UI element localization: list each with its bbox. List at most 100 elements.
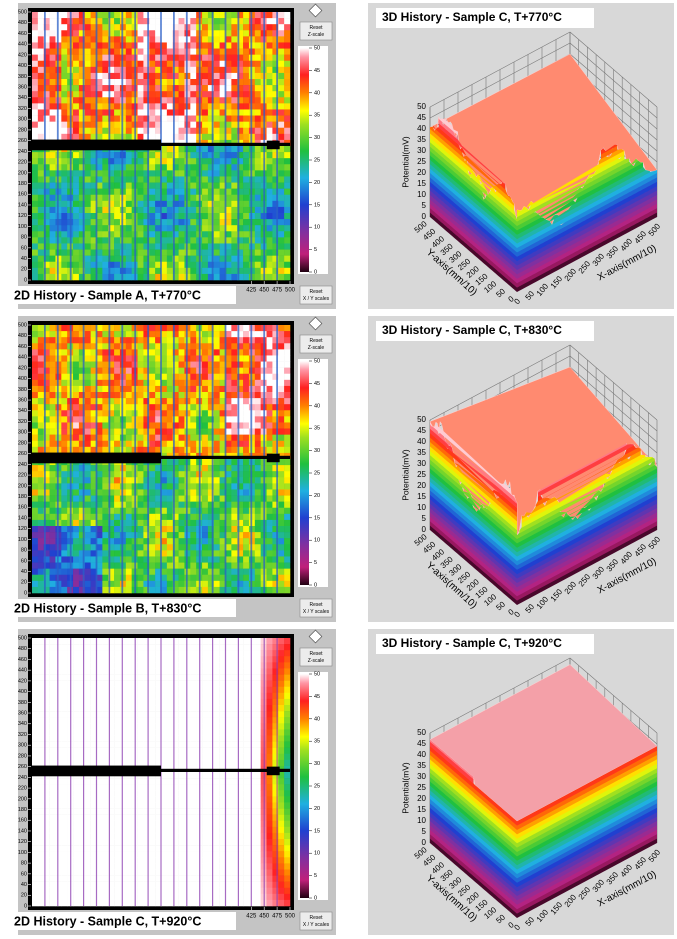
heat-cell <box>155 225 162 232</box>
heat-cell <box>213 219 220 226</box>
heat-cell <box>237 422 244 429</box>
heat-cell <box>90 446 97 454</box>
colorbar-tick-label: 30 <box>314 135 320 141</box>
heat-cell <box>272 495 279 502</box>
heat-cell <box>190 121 197 129</box>
surface-band <box>430 146 517 226</box>
heat-cell <box>114 231 121 238</box>
surface-band <box>517 170 650 244</box>
heat-cell <box>114 48 121 55</box>
heat-cell <box>84 638 91 645</box>
heat-cell <box>90 85 97 92</box>
heat-cell <box>272 416 279 423</box>
heat-cell <box>149 568 156 576</box>
heat-cell <box>272 404 279 411</box>
heat-cell <box>78 832 86 840</box>
heat-cell <box>125 200 132 208</box>
heat-cell <box>73 741 80 748</box>
heat-cell <box>278 133 285 141</box>
heat-cell <box>172 182 179 189</box>
heat-cell <box>178 194 185 202</box>
heat-cell <box>231 544 238 551</box>
heat-cell <box>178 331 185 338</box>
heat-cell <box>43 225 50 232</box>
heat-cell <box>225 434 232 442</box>
heat-cell <box>96 519 103 527</box>
heat-cell <box>149 532 156 539</box>
heat-cell <box>43 650 50 657</box>
heat-cell <box>96 446 103 454</box>
heat-cell <box>237 428 244 435</box>
heat-cell <box>166 550 174 557</box>
heat-cell <box>166 182 174 189</box>
heat-cell <box>37 72 45 80</box>
heat-cell <box>78 379 86 387</box>
heat-cell <box>73 826 80 834</box>
heat-cell <box>237 495 244 502</box>
heat-cell <box>102 550 109 557</box>
heat-cell <box>149 115 156 122</box>
heat-cell <box>219 48 226 55</box>
heat-cell <box>266 337 273 344</box>
heat-cell <box>166 164 174 171</box>
button[interactable] <box>299 334 333 354</box>
heat-cell <box>49 79 56 86</box>
heat-cell <box>49 170 56 177</box>
heat-cell <box>43 18 50 25</box>
heat-cell <box>213 158 220 165</box>
surface-band <box>430 516 517 597</box>
heat-cell <box>73 219 80 226</box>
heat-cell <box>254 489 261 496</box>
heat-cell <box>108 705 115 712</box>
heat-cell <box>266 325 273 332</box>
heat-cell <box>32 753 39 761</box>
heat-cell <box>114 267 121 275</box>
heat-cell <box>78 538 86 545</box>
heat-cell <box>137 261 144 269</box>
heat-cell <box>172 206 179 214</box>
heat-cell <box>102 18 109 25</box>
heat-cell <box>278 66 285 74</box>
heat-cell <box>231 404 238 411</box>
button[interactable] <box>299 598 333 618</box>
heat-cell <box>96 899 103 907</box>
heat-cell <box>61 398 68 405</box>
heat-cell <box>37 115 45 122</box>
heat-cell <box>61 422 68 429</box>
heat-cell <box>125 361 132 368</box>
heat-cell <box>114 398 121 405</box>
heat-cell <box>254 66 261 74</box>
heat-cell <box>143 85 150 92</box>
heat-cell <box>37 698 45 706</box>
heat-cell <box>49 759 56 767</box>
heat-cell <box>143 507 150 515</box>
heat-cell <box>254 267 261 275</box>
heat-cell <box>284 556 291 563</box>
heat-cell <box>78 231 86 238</box>
surface-band <box>517 150 625 213</box>
heat-cell <box>96 711 103 718</box>
heat-cell <box>190 404 197 411</box>
heat-cell <box>73 638 80 645</box>
heat-cell <box>237 416 244 423</box>
heat-cell <box>155 367 162 375</box>
heat-cell <box>73 349 80 356</box>
heat-cell <box>84 127 91 135</box>
button[interactable] <box>299 285 333 305</box>
button[interactable] <box>299 21 333 41</box>
heat-cell <box>78 747 86 755</box>
heat-cell <box>90 349 97 356</box>
heat-cell <box>231 586 238 594</box>
heat-cell <box>90 893 97 901</box>
heat-cell <box>102 875 109 882</box>
heat-cell <box>55 717 62 724</box>
heat-cell <box>284 54 291 62</box>
heat-cell <box>266 471 273 478</box>
heat-cell <box>202 331 209 338</box>
heat-cell <box>237 355 244 362</box>
heat-cell <box>155 243 162 250</box>
heat-cell <box>190 428 197 435</box>
y-tick-label: 480 <box>18 333 27 339</box>
heat-cell <box>96 507 103 515</box>
heat-cell <box>213 373 220 381</box>
